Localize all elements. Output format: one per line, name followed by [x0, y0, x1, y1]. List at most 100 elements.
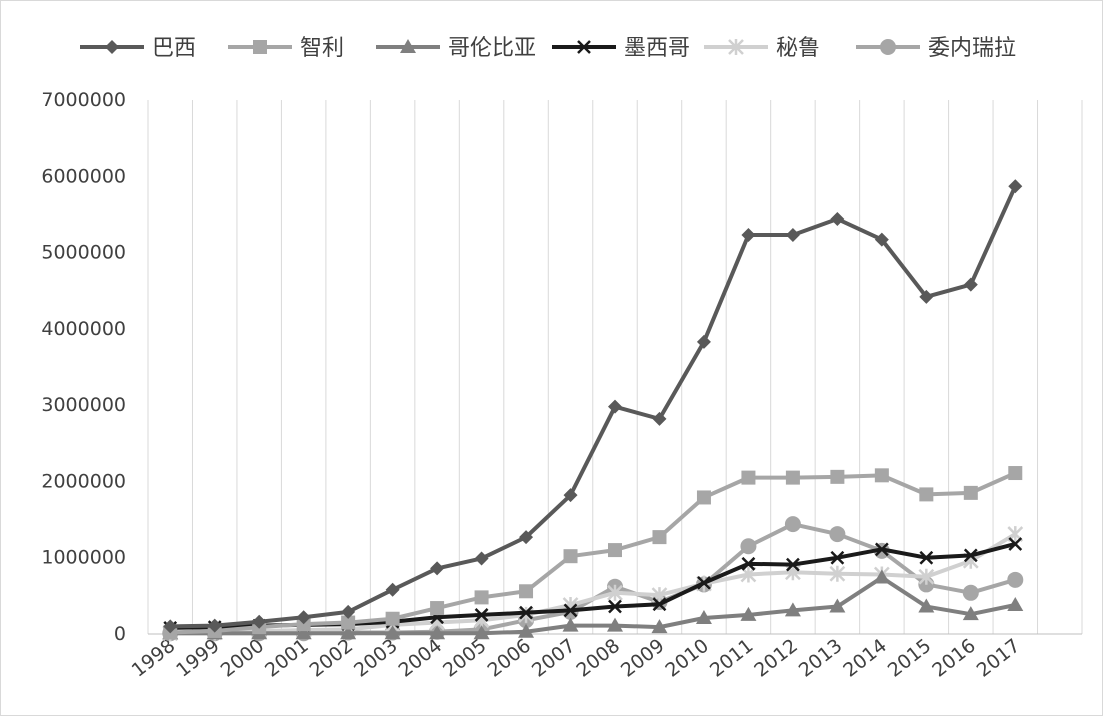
series-line [170, 575, 1016, 636]
data-point [740, 538, 757, 555]
legend-label: 秘鲁 [776, 36, 820, 61]
data-point [652, 411, 667, 426]
series-line [170, 532, 1017, 636]
grid [147, 100, 1083, 635]
data-point [518, 606, 534, 623]
legend-marker [728, 39, 744, 55]
data-point [296, 610, 311, 625]
data-point [829, 565, 846, 582]
series-line [170, 185, 1018, 629]
data-point [918, 598, 935, 613]
legend-item: 哥伦比亚 [376, 36, 536, 61]
y-tick-label: 2000000 [41, 470, 126, 492]
data-point [697, 576, 711, 590]
data-point [563, 603, 578, 618]
data-point [607, 584, 623, 601]
data-point [918, 568, 935, 585]
data-point [829, 526, 846, 543]
data-point [341, 615, 356, 630]
data-point [474, 608, 489, 622]
y-tick-label: 5000000 [41, 242, 126, 264]
data-point [474, 551, 489, 566]
y-tick-label: 0 [114, 623, 126, 645]
data-point [874, 468, 889, 483]
data-point [563, 488, 578, 503]
data-point [429, 625, 446, 640]
data-point [962, 606, 979, 621]
data-point [963, 277, 978, 292]
data-point [295, 625, 312, 640]
data-point [341, 604, 356, 619]
data-point [474, 590, 489, 605]
legend-marker [577, 40, 591, 54]
data-point [963, 548, 978, 563]
data-point [830, 550, 845, 565]
legend-marker [880, 39, 896, 55]
data-point [696, 334, 711, 349]
data-point [385, 582, 400, 597]
data-point [962, 584, 979, 601]
legend-label: 哥伦比亚 [448, 36, 536, 61]
series-line [170, 471, 1017, 635]
data-point [873, 569, 890, 584]
legend-marker [400, 39, 416, 53]
data-point [607, 617, 623, 632]
legend-label: 巴西 [152, 36, 196, 61]
legend-item: 智利 [228, 36, 344, 61]
y-tick-label: 6000000 [41, 165, 126, 187]
data-point [740, 606, 757, 621]
data-point [652, 597, 667, 612]
legend-marker [105, 40, 119, 54]
data-point [919, 487, 934, 502]
data-point [563, 549, 578, 564]
y-axis: 0 1000000 2000000 3000000 4000000 5000000 6000… [41, 89, 126, 645]
y-tick-label: 7000000 [41, 89, 126, 111]
data-point [919, 289, 934, 304]
data-point [741, 228, 756, 243]
y-tick-label: 1000000 [41, 547, 126, 569]
data-point [830, 469, 845, 484]
legend: 巴西 智利 哥伦比亚 墨西哥 秘鲁 委内瑞拉 [80, 36, 1016, 61]
data-point [741, 470, 756, 485]
data-point [562, 617, 579, 632]
data-point [785, 470, 800, 485]
data-point [519, 530, 534, 545]
data-point [784, 602, 801, 617]
series-0 [163, 179, 1023, 634]
data-point [519, 584, 534, 599]
data-point [919, 550, 934, 565]
y-tick-label: 3000000 [41, 394, 126, 416]
legend-label: 墨西哥 [624, 36, 690, 61]
data-point [1008, 466, 1023, 481]
data-point [608, 543, 622, 558]
data-point [1008, 179, 1023, 194]
data-point [519, 605, 533, 620]
data-point [741, 556, 756, 571]
data-point [651, 619, 668, 634]
data-point [385, 611, 400, 626]
data-point [430, 561, 445, 576]
data-point [207, 618, 222, 633]
data-point [874, 542, 889, 557]
data-point [784, 516, 801, 533]
series-2 [162, 569, 1024, 640]
y-tick-label: 4000000 [41, 318, 126, 340]
data-point [608, 599, 622, 614]
data-point [829, 598, 846, 613]
data-point [340, 625, 357, 640]
legend-item: 委内瑞拉 [856, 36, 1016, 61]
data-point [652, 530, 667, 545]
data-point [695, 609, 712, 624]
data-point [696, 490, 711, 505]
legend-item: 巴西 [80, 36, 196, 61]
legend-item: 墨西哥 [552, 36, 690, 61]
data-point [963, 485, 978, 500]
data-point [252, 614, 267, 629]
data-point [518, 623, 535, 638]
legend-marker [253, 40, 267, 54]
data-point [786, 557, 800, 572]
legend-item: 秘鲁 [704, 36, 820, 61]
